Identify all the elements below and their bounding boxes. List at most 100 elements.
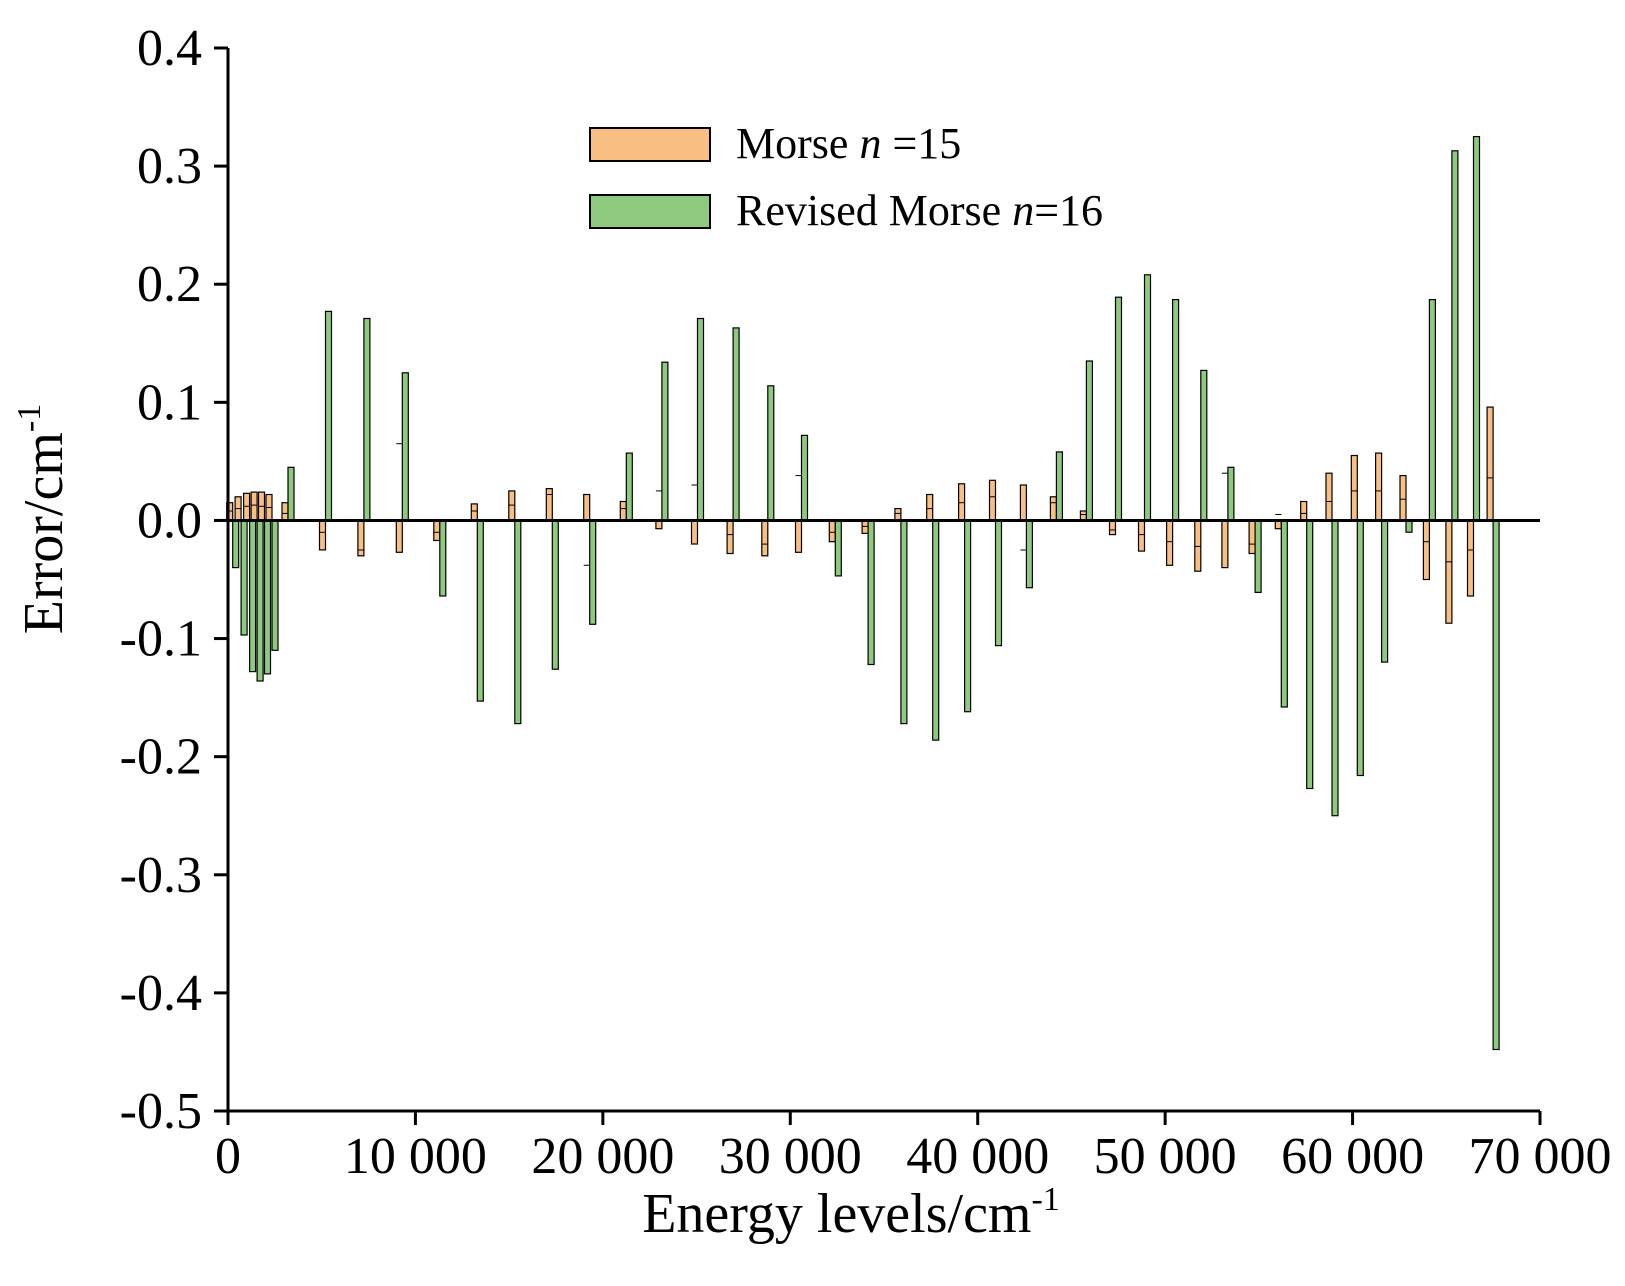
revised-morse-bar xyxy=(625,452,633,522)
morse-bar xyxy=(619,500,627,521)
morse-bar xyxy=(1486,406,1494,522)
legend-swatch xyxy=(589,127,711,162)
revised-morse-bar xyxy=(963,519,972,713)
revised-morse-bar xyxy=(1428,299,1437,522)
revised-morse-bar xyxy=(363,317,371,522)
revised-morse-bar xyxy=(994,519,1003,647)
morse-bar xyxy=(470,503,478,521)
morse-bar xyxy=(281,502,289,522)
revised-morse-bar xyxy=(1492,519,1500,1051)
y-tick-label: 0.0 xyxy=(137,492,202,549)
morse-bar xyxy=(1466,519,1475,597)
revised-morse-bar xyxy=(1055,451,1064,521)
revised-morse-bar xyxy=(1254,519,1262,594)
morse-bar xyxy=(1399,475,1407,522)
y-tick-label: -0.4 xyxy=(120,965,202,1022)
revised-morse-bar xyxy=(767,385,775,521)
revised-morse-bar xyxy=(439,519,447,597)
y-tick-label: 0.3 xyxy=(137,138,202,195)
legend-label-part: Morse xyxy=(736,119,859,168)
morse-bar xyxy=(1325,472,1333,522)
x-tick-label: 30 000 xyxy=(719,1128,862,1185)
morse-bar xyxy=(828,519,836,543)
y-axis-title-superscript: -1 xyxy=(11,404,48,432)
revised-morse-bar xyxy=(1331,519,1339,817)
revised-morse-bar xyxy=(867,519,875,666)
morse-bar xyxy=(1445,519,1453,624)
x-tick-label: 40 000 xyxy=(906,1128,1049,1185)
revised-morse-bar xyxy=(1356,519,1364,777)
revised-morse-bar xyxy=(1472,136,1481,522)
ticks: -0.5 -0.4 -0.3 -0.2 -0.1 0.0 0.1 0.2 0.3 0.4 0 10 0… xyxy=(120,20,1612,1185)
legend-label: Revised Morse n=16 xyxy=(736,186,1103,235)
revised-morse-series xyxy=(232,136,1500,1051)
revised-morse-bar xyxy=(1143,274,1152,522)
revised-morse-bar xyxy=(800,434,809,521)
morse-bar xyxy=(318,519,327,551)
morse-bar xyxy=(1221,519,1229,569)
morse-bar xyxy=(1137,519,1146,552)
morse-bar xyxy=(395,519,403,553)
y-tick-label: -0.1 xyxy=(120,611,202,668)
legend: Morse n =15 Revised Morse n=16 xyxy=(589,119,1103,235)
morse-bar xyxy=(243,492,251,522)
revised-morse-bar xyxy=(263,519,272,675)
y-tick-label: -0.2 xyxy=(120,729,202,786)
morse-bar xyxy=(794,519,803,553)
morse-bar xyxy=(1300,500,1308,521)
axes xyxy=(226,48,1540,1113)
revised-morse-bar xyxy=(256,519,264,682)
revised-morse-bar xyxy=(271,519,279,651)
x-axis-title-superscript: -1 xyxy=(1031,1181,1059,1218)
x-tick-label: 70 000 xyxy=(1469,1128,1612,1185)
morse-bar xyxy=(1374,452,1383,522)
y-tick-label: -0.3 xyxy=(120,847,202,904)
morse-bar xyxy=(508,490,516,521)
morse-bar xyxy=(926,493,934,522)
x-tick-label: 0 xyxy=(215,1128,241,1185)
morse-bar xyxy=(957,483,966,521)
morse-bar xyxy=(690,519,699,545)
revised-morse-bar xyxy=(661,361,669,522)
y-tick-label: 0.2 xyxy=(137,256,202,313)
legend-label-part: =15 xyxy=(881,119,961,168)
morse-bar xyxy=(1350,454,1358,522)
morse-bar xyxy=(583,493,591,522)
morse-bar xyxy=(1422,519,1431,581)
revised-morse-bar xyxy=(696,317,705,522)
revised-morse-bar xyxy=(551,519,559,670)
revised-morse-bar xyxy=(1380,519,1389,663)
morse-series xyxy=(226,406,1494,624)
revised-morse-bar xyxy=(1405,519,1413,533)
morse-bar xyxy=(894,508,902,522)
revised-morse-bar xyxy=(514,519,522,725)
x-tick-label: 50 000 xyxy=(1094,1128,1237,1185)
revised-morse-bar xyxy=(1200,369,1208,521)
x-tick-label: 20 000 xyxy=(531,1128,674,1185)
morse-bar xyxy=(1248,519,1256,555)
legend-label-part: n xyxy=(1012,186,1034,235)
revised-morse-bar xyxy=(589,519,597,625)
morse-bar xyxy=(761,519,769,557)
revised-morse-bar xyxy=(1085,360,1094,522)
x-tick-label: 60 000 xyxy=(1281,1128,1424,1185)
y-tick-label: -0.5 xyxy=(120,1083,202,1140)
revised-morse-bar xyxy=(732,327,740,521)
y-axis-title: Error/cm-1 xyxy=(11,404,75,634)
morse-bar xyxy=(1194,519,1202,572)
revised-morse-bar xyxy=(401,372,409,521)
revised-morse-bar xyxy=(287,466,295,522)
revised-morse-bar xyxy=(1025,519,1034,589)
legend-label-part: =16 xyxy=(1034,186,1103,235)
revised-morse-bar xyxy=(1306,519,1314,790)
revised-morse-bar xyxy=(900,519,908,725)
revised-morse-bar xyxy=(324,310,333,522)
morse-bar xyxy=(250,491,258,522)
revised-morse-bar xyxy=(1171,299,1180,522)
revised-morse-bar xyxy=(834,519,842,577)
x-tick-label: 10 000 xyxy=(344,1128,487,1185)
morse-bar xyxy=(1165,519,1174,566)
x-axis-title: Energy levels/cm-1 xyxy=(642,1181,1060,1245)
morse-bar xyxy=(726,519,734,555)
revised-morse-bar xyxy=(1451,150,1459,522)
